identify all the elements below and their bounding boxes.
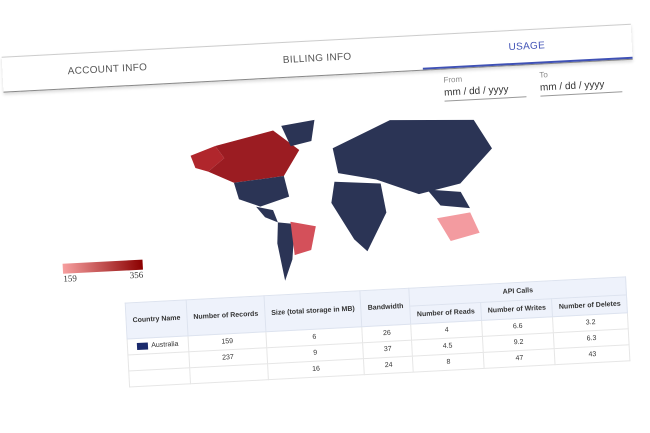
writes-cell: 47 <box>483 348 556 369</box>
map-brazil[interactable] <box>290 220 317 256</box>
header-size[interactable]: Size (total storage in MB) <box>263 290 363 332</box>
country-name: Australia <box>151 340 179 350</box>
map-central-america[interactable] <box>256 206 278 224</box>
country-cell <box>128 367 191 387</box>
to-date-field: To <box>539 66 623 97</box>
deletes-cell: 43 <box>554 344 631 365</box>
header-country[interactable]: Country Name <box>125 299 188 340</box>
map-southeast-asia[interactable] <box>427 187 470 210</box>
legend-max: 356 <box>129 269 144 281</box>
map-europe-asia[interactable] <box>331 115 494 199</box>
tab-account-info[interactable]: ACCOUNT INFO <box>67 61 148 77</box>
world-map <box>190 115 494 281</box>
tab-usage[interactable]: USAGE <box>421 24 633 70</box>
usage-table-wrapper: Country Name Number of Records Size (tot… <box>125 276 631 387</box>
map-africa[interactable] <box>330 179 388 253</box>
usage-table: Country Name Number of Records Size (tot… <box>125 276 631 387</box>
map-alaska[interactable] <box>190 146 225 173</box>
header-bandwidth[interactable]: Bandwidth <box>360 288 411 327</box>
map-canada[interactable] <box>206 129 301 184</box>
header-records[interactable]: Number of Records <box>185 295 266 336</box>
from-date-field: From <box>443 71 527 102</box>
date-filter: From To <box>443 66 623 102</box>
australia-flag-icon <box>137 342 149 350</box>
map-south-america-west[interactable] <box>276 222 297 281</box>
bandwidth-cell: 24 <box>363 356 414 375</box>
map-legend: 159 356 <box>62 259 154 285</box>
tab-billing-info[interactable]: BILLING INFO <box>282 50 352 66</box>
map-greenland[interactable] <box>281 119 316 147</box>
legend-min: 159 <box>63 273 78 284</box>
reads-cell: 8 <box>412 352 485 373</box>
records-cell <box>189 363 269 384</box>
to-date-input[interactable] <box>539 76 623 97</box>
map-usa[interactable] <box>233 175 290 208</box>
map-australia[interactable] <box>436 212 480 242</box>
